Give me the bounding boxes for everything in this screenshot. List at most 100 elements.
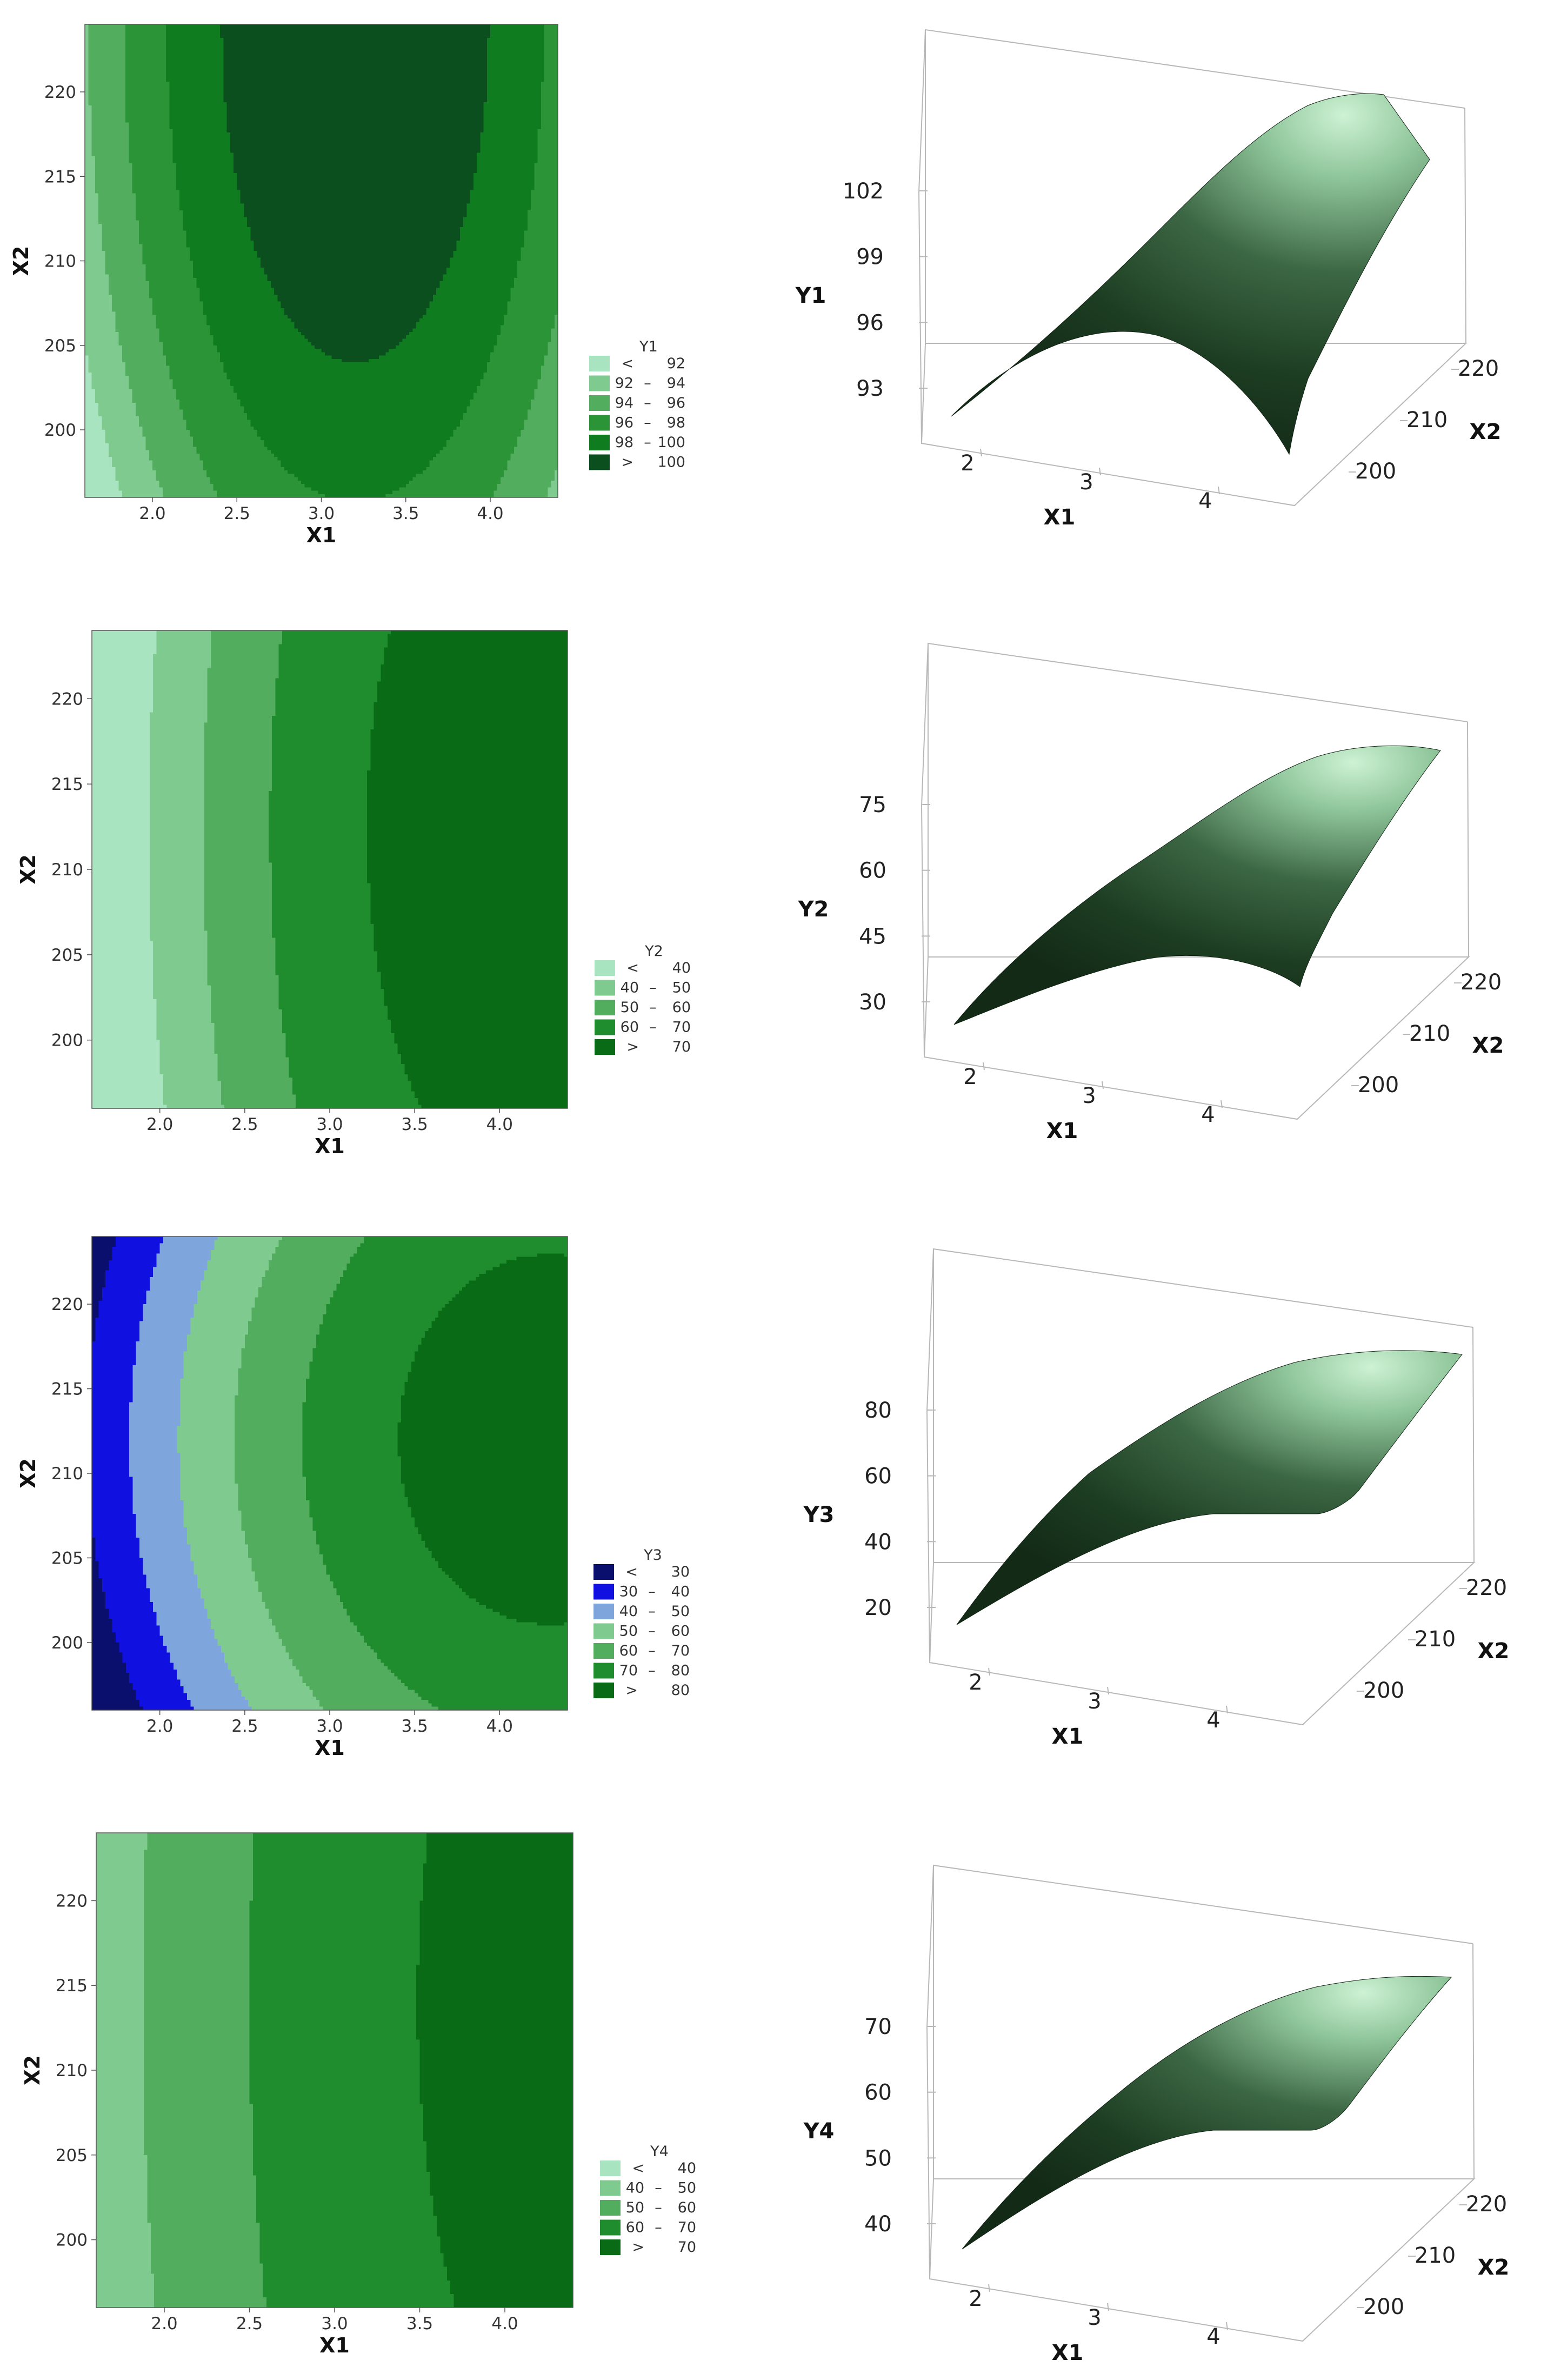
contour-field [85, 24, 558, 498]
z-axis-label: Y2 [798, 897, 829, 922]
legend-swatch [595, 1020, 615, 1035]
y-tick-label: 215 [51, 1380, 83, 1399]
legend-swatch [600, 2160, 621, 2176]
y-tick-label: 220 [1466, 1575, 1507, 1600]
z-tick-label: 102 [843, 179, 884, 204]
x-tick-label: 3.0 [316, 1115, 343, 1134]
legend-high: 80 [671, 1663, 690, 1679]
legend-dash: – [644, 415, 651, 431]
z-axis-label: Y4 [803, 2119, 835, 2144]
z-tick-label: 80 [864, 1398, 892, 1423]
legend-swatch [589, 395, 610, 411]
x-tick-mark [1108, 1687, 1109, 1694]
legend-swatch [589, 376, 610, 391]
legend-low: < [625, 1564, 638, 1580]
x-tick-label: 3.0 [308, 504, 335, 523]
legend-low: 60 [619, 1643, 638, 1659]
legend-title: Y4 [650, 2143, 669, 2160]
legend-dash: – [649, 999, 657, 1016]
legend-swatch [593, 1663, 614, 1679]
y-tick-label: 200 [1355, 459, 1396, 484]
legend-low: > [621, 454, 633, 471]
x-tick-mark [1108, 2303, 1109, 2311]
z-tick-label: 45 [859, 924, 886, 949]
y-tick-label: 210 [51, 860, 83, 880]
legend-low: 40 [621, 980, 639, 996]
legend-low: 98 [615, 434, 633, 451]
x-tick-label: 2.0 [151, 2314, 177, 2334]
y-tick-label: 200 [1363, 2295, 1404, 2319]
z-tick-label: 70 [864, 2015, 892, 2039]
y-tick-label: 220 [56, 1891, 88, 1911]
x-tick-mark [989, 2284, 990, 2292]
y-tick-label: 200 [44, 421, 76, 440]
y-tick-label: 210 [1409, 1021, 1450, 1046]
legend-high: 70 [672, 1019, 691, 1036]
legend-low: 30 [619, 1584, 638, 1600]
legend-swatch [593, 1624, 614, 1639]
x-axis-label: X1 [1052, 2341, 1084, 2365]
contour-field [92, 630, 568, 1109]
legend-low: 40 [619, 1603, 638, 1620]
x-tick-label: 2.5 [231, 1717, 258, 1736]
x-axis-label: X1 [315, 1736, 345, 1760]
legend-swatch [589, 356, 610, 371]
legend-swatch [600, 2220, 621, 2236]
y-tick-label: 210 [51, 1464, 83, 1484]
legend-high: 80 [671, 1682, 690, 1699]
legend-swatch [595, 1000, 615, 1015]
legend-high: 100 [657, 434, 685, 451]
legend-dash: – [655, 2219, 662, 2236]
legend-swatch [593, 1604, 614, 1619]
legend-high: 60 [672, 999, 691, 1016]
x-tick-label: 4.0 [477, 504, 503, 523]
x-tick-label: 3.5 [406, 2314, 433, 2334]
legend-high: 50 [671, 1603, 690, 1620]
legend-title: Y1 [639, 338, 658, 355]
x-axis-label: X1 [1046, 1119, 1078, 1144]
x-tick-label: 3.5 [401, 1717, 428, 1736]
legend-swatch [589, 455, 610, 470]
x-tick-label: 3 [1088, 1689, 1101, 1714]
y-tick-label: 200 [1363, 1678, 1404, 1703]
legend-high: 40 [672, 960, 691, 976]
z-tick-label: 30 [859, 990, 886, 1015]
z-tick-label: 50 [864, 2146, 892, 2171]
y-tick-label: 205 [44, 336, 76, 356]
legend-dash: – [644, 434, 651, 451]
y-tick-label: 205 [51, 1548, 83, 1568]
legend-low: 50 [621, 999, 639, 1016]
y-tick-label: 220 [51, 689, 83, 709]
x-tick-label: 2 [969, 2286, 982, 2311]
y-axis-label: X2 [9, 246, 33, 276]
z-tick-label: 60 [864, 1464, 892, 1489]
legend-high: 70 [678, 2219, 696, 2236]
y-tick-label: 205 [51, 946, 83, 965]
response-surface [954, 746, 1440, 1025]
legend-swatch [593, 1643, 614, 1659]
legend-high: 70 [672, 1039, 691, 1055]
y-tick-label: 220 [1466, 2192, 1507, 2217]
contour-field [92, 1236, 568, 1711]
legend-dash: – [655, 2180, 662, 2197]
x-axis-label: X1 [1052, 1724, 1084, 1749]
y-tick-label: 210 [1406, 408, 1448, 433]
legend-high: 70 [678, 2239, 696, 2256]
legend-low: < [626, 960, 639, 976]
x-tick-label: 2.0 [146, 1115, 173, 1134]
legend-low: 60 [621, 1019, 639, 1036]
legend-low: 40 [626, 2180, 644, 2197]
response-surface [957, 1351, 1462, 1625]
y-tick-label: 215 [56, 1976, 88, 1996]
y-tick-label: 210 [1415, 1627, 1456, 1652]
y-tick-label: 200 [51, 1633, 83, 1653]
z-tick-label: 60 [864, 2080, 892, 2105]
x-axis-label: X1 [306, 523, 337, 547]
z-tick-label: 99 [856, 245, 884, 270]
